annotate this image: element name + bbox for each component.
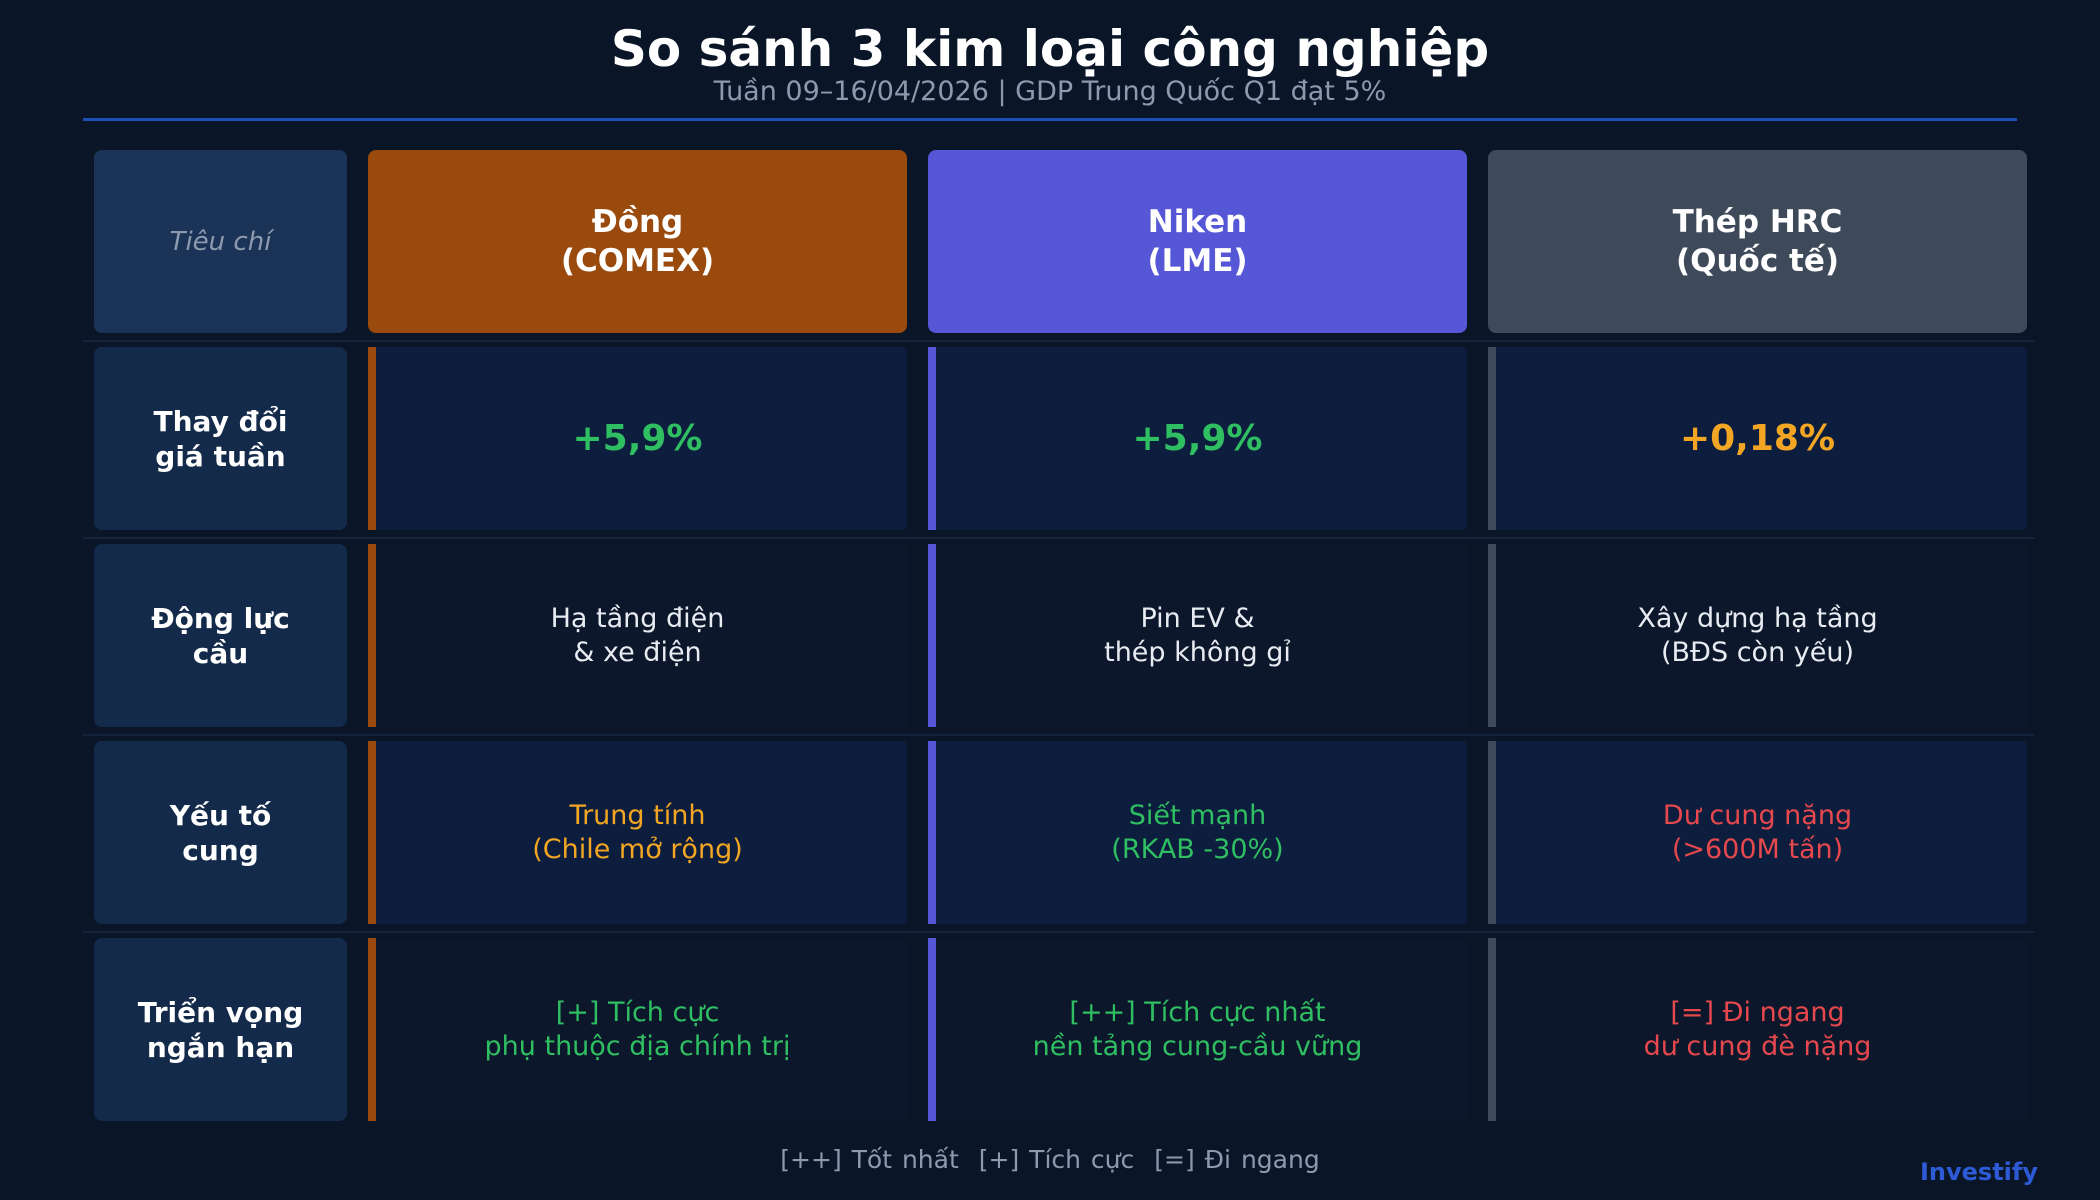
cell: Siết mạnh (RKAB -30%) [928,741,1467,924]
cell-line: (BĐS còn yếu) [1661,636,1854,668]
row-label-line: Yếu tố [169,798,272,832]
legend-item: [+] Tích cực [978,1145,1135,1174]
row-label-line: ngắn hạn [146,1030,295,1064]
cell-line: [+] Tích cực [555,996,720,1028]
cell: [+] Tích cực phụ thuộc địa chính trị [368,938,907,1121]
row-label: Thay đổi giá tuần [94,347,347,530]
cell-line: Hạ tầng điện [550,602,725,634]
row-label-line: Động lực [151,601,290,635]
cell: [=] Đi ngang dư cung đè nặng [1488,938,2027,1121]
cell-line: +5,9% [572,418,703,459]
header-line: Niken [1147,203,1248,240]
cell-line: phụ thuộc địa chính trị [484,1030,791,1062]
divider [83,118,2017,121]
cell: +0,18% [1488,347,2027,530]
cell-line: (>600M tấn) [1671,833,1844,865]
corner-header: Tiêu chí [94,150,347,333]
cell-accent [928,741,936,924]
cell: Hạ tầng điện & xe điện [368,544,907,727]
cell-line: Siết mạnh [1128,799,1267,831]
legend-item: [=] Đi ngang [1154,1145,1320,1174]
cell-accent [928,544,936,727]
header-line: Đồng [591,203,684,240]
cell-accent [1488,938,1496,1121]
cell: Xây dựng hạ tầng (BĐS còn yếu) [1488,544,2027,727]
row-separator [83,537,2035,539]
cell: +5,9% [928,347,1467,530]
row-label: Triển vọng ngắn hạn [94,938,347,1121]
cell-accent [1488,741,1496,924]
cell-accent [368,741,376,924]
cell-line: Xây dựng hạ tầng [1637,602,1878,634]
cell-accent [368,938,376,1121]
cell-line: [=] Đi ngang [1670,996,1845,1028]
cell-line: nền tảng cung-cầu vững [1032,1030,1363,1062]
row-label-line: Triển vọng [137,995,304,1029]
cell: Pin EV & thép không gỉ [928,544,1467,727]
cell-line: (Chile mở rộng) [532,833,743,865]
row-label: Động lực cầu [94,544,347,727]
cell-line: +0,18% [1679,418,1836,459]
cell-accent [368,347,376,530]
row-label-line: cầu [192,636,249,670]
row-separator [83,340,2035,342]
legend-item: [++] Tốt nhất [780,1145,959,1174]
cell-line: (RKAB -30%) [1111,833,1284,865]
cell-line: Trung tính [569,799,706,831]
row-separator [83,931,2035,933]
cell: [++] Tích cực nhất nền tảng cung-cầu vững [928,938,1467,1121]
row-separator [83,734,2035,736]
row-label: Yếu tố cung [94,741,347,924]
subtitle: Tuần 09–16/04/2026 | GDP Trung Quốc Q1 đ… [713,76,1387,107]
cell-line: Pin EV & [1140,602,1255,634]
cell-line: Dư cung nặng [1662,799,1853,831]
header-line: (LME) [1147,242,1248,279]
cell: Trung tính (Chile mở rộng) [368,741,907,924]
cell-line: & xe điện [573,636,702,668]
brand: Investify [1919,1158,2038,1186]
header-line: (Quốc tế) [1675,242,1840,279]
cell: Dư cung nặng (>600M tấn) [1488,741,2027,924]
row-label-line: Thay đổi [153,404,288,438]
cell-accent [928,938,936,1121]
column-header: Niken (LME) [928,150,1467,333]
cell-line: thép không gỉ [1104,636,1291,668]
title: So sánh 3 kim loại công nghiệp [610,20,1490,78]
cell-accent [368,544,376,727]
legend: [++] Tốt nhất [+] Tích cực [=] Đi ngang [0,1145,2100,1174]
cell-accent [1488,544,1496,727]
cell-accent [928,347,936,530]
header-line: (COMEX) [560,242,715,279]
header-line: Thép HRC [1672,203,1843,240]
cell-accent [1488,347,1496,530]
row-label-line: cung [182,833,259,867]
column-header: Đồng (COMEX) [368,150,907,333]
row-label-line: giá tuần [155,439,286,473]
cell: +5,9% [368,347,907,530]
cell-line: +5,9% [1132,418,1263,459]
column-header: Thép HRC (Quốc tế) [1488,150,2027,333]
cell-line: dư cung đè nặng [1643,1030,1872,1062]
cell-line: [++] Tích cực nhất [1069,996,1326,1028]
